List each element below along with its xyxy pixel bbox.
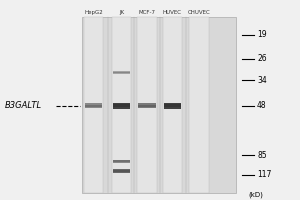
Bar [164,104,181,107]
Bar [189,17,209,193]
Bar [85,105,102,107]
Bar [113,104,130,107]
Text: 19: 19 [257,30,267,39]
Bar [82,17,236,193]
Bar [138,105,156,107]
Text: 117: 117 [257,170,272,179]
Bar [113,169,130,173]
Bar [85,103,102,108]
Bar [137,17,157,193]
Text: 26: 26 [257,54,267,63]
Bar [113,170,130,172]
Text: B3GALTL: B3GALTL [4,101,41,110]
Text: JK: JK [119,10,124,15]
Bar [113,160,130,162]
Text: 34: 34 [257,76,267,85]
Bar [84,17,103,193]
Bar [164,103,181,109]
Text: CHUVEC: CHUVEC [188,10,210,15]
Text: 85: 85 [257,151,267,160]
Text: HepG2: HepG2 [84,10,103,15]
Bar [113,103,130,109]
Bar [113,72,130,73]
Bar [113,71,130,74]
Text: (kD): (kD) [248,191,263,198]
Bar [163,17,182,193]
Bar [138,103,156,108]
Text: 48: 48 [257,101,267,110]
Text: HUVEC: HUVEC [163,10,182,15]
Bar [112,17,131,193]
Text: MCF-7: MCF-7 [139,10,155,15]
Bar [113,160,130,163]
